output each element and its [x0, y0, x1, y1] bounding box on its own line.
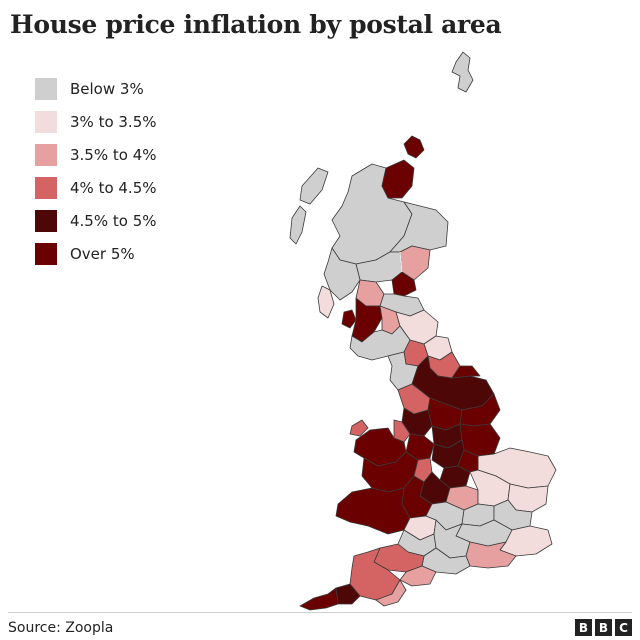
- legend-item-over-5: Over 5%: [35, 243, 157, 265]
- region-anglesey: [349, 419, 369, 437]
- bbc-logo-block: C: [615, 619, 632, 636]
- legend: Below 3% 3% to 3.5% 3.5% to 4% 4% to 4.5…: [35, 78, 157, 276]
- legend-swatch: [35, 177, 57, 199]
- legend-swatch: [35, 210, 57, 232]
- source-note: Source: Zoopla: [8, 620, 114, 636]
- region-kintyre: [317, 285, 335, 319]
- region-hebrides-north: [299, 167, 329, 205]
- region-torquay: [375, 579, 407, 607]
- legend-swatch: [35, 144, 57, 166]
- bbc-logo: B B C: [572, 619, 632, 636]
- region-arran: [341, 309, 357, 329]
- region-cleveland: [451, 365, 481, 379]
- legend-swatch: [35, 243, 57, 265]
- legend-label: Below 3%: [70, 80, 144, 98]
- region-truro: [299, 587, 339, 611]
- bbc-logo-block: B: [575, 619, 592, 636]
- region-argyll: [323, 247, 361, 301]
- legend-label: 4% to 4.5%: [70, 179, 157, 197]
- legend-item-4-to-4-5: 4% to 4.5%: [35, 177, 157, 199]
- chart-title: House price inflation by postal area: [10, 10, 502, 39]
- legend-label: 3.5% to 4%: [70, 146, 157, 164]
- legend-item-below-3: Below 3%: [35, 78, 157, 100]
- region-hebrides-south: [289, 205, 307, 245]
- postal-area-map: [289, 51, 557, 611]
- legend-label: 3% to 3.5%: [70, 113, 157, 131]
- region-shetland: [451, 51, 474, 93]
- legend-swatch: [35, 78, 57, 100]
- legend-item-3-5-to-4: 3.5% to 4%: [35, 144, 157, 166]
- region-liverpool: [393, 419, 411, 443]
- bbc-logo-block: B: [595, 619, 612, 636]
- legend-label: Over 5%: [70, 245, 135, 263]
- footer-divider: [8, 612, 632, 613]
- region-brighton: [465, 541, 517, 569]
- legend-label: 4.5% to 5%: [70, 212, 157, 230]
- region-wick: [381, 159, 415, 199]
- legend-item-3-to-3-5: 3% to 3.5%: [35, 111, 157, 133]
- region-south-wales: [335, 487, 411, 535]
- legend-item-4-5-to-5: 4.5% to 5%: [35, 210, 157, 232]
- legend-swatch: [35, 111, 57, 133]
- region-orkney: [403, 135, 425, 159]
